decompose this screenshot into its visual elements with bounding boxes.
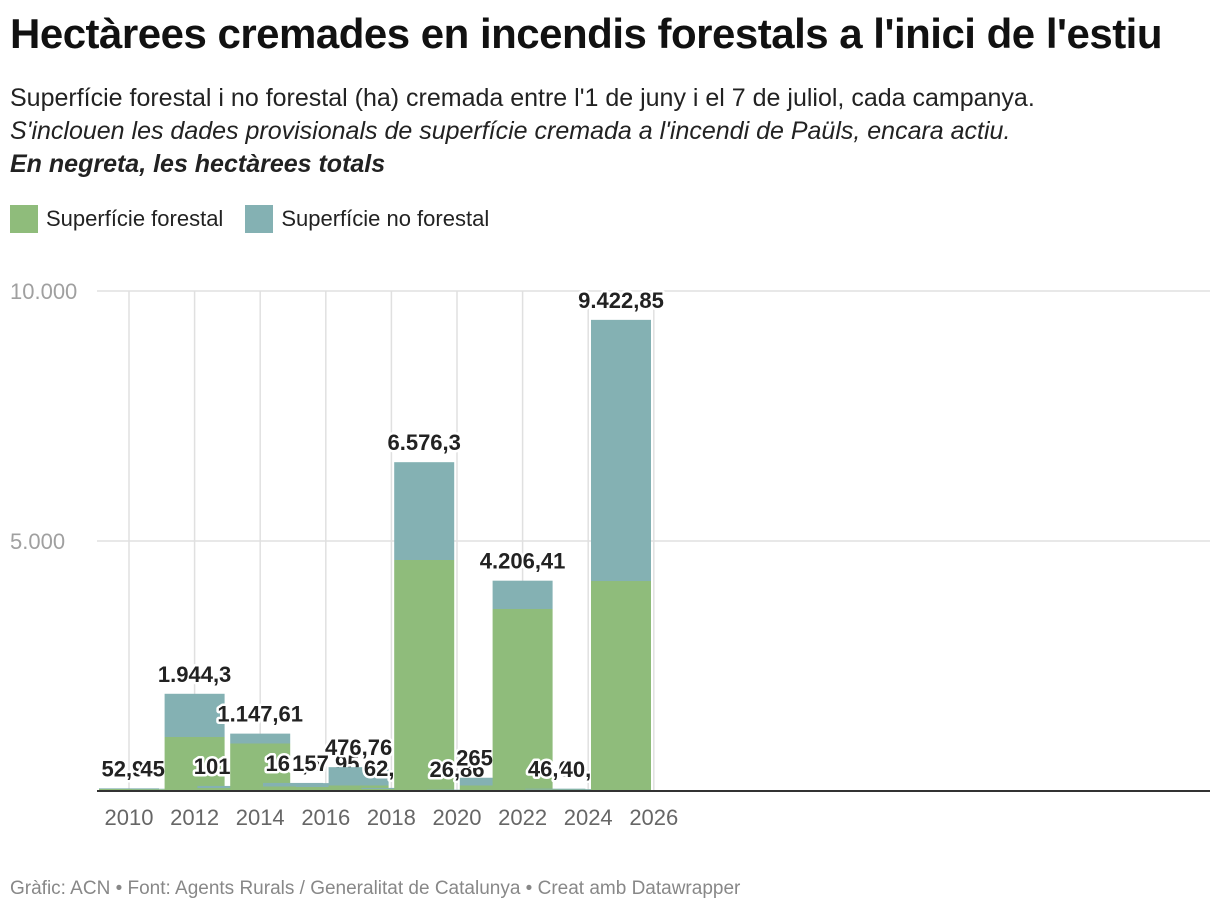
bar-no-forestal-2017 [328,767,389,786]
subtitle-line-1: Superfície forestal i no forestal (ha) c… [10,84,1035,112]
chart-title: Hectàrees cremades en incendis forestals… [10,10,1163,57]
y-tick-label: 5.000 [10,529,65,554]
bar-no-forestal-2020 [427,789,487,791]
chart-subtitle: Superfície forestal i no forestal (ha) c… [10,82,1035,181]
bar-no-forestal-2019 [394,462,455,560]
legend-item-forestal: Superfície forestal [10,205,223,233]
total-label-2012: 1.944,3 [158,662,231,687]
bar-no-forestal-2023 [525,788,586,790]
subtitle-line-2: S'inclouen les dades provisionals de sup… [10,117,1011,145]
x-tick-label: 2026 [629,805,678,830]
total-label-2025: 9.422,85 [578,288,664,313]
bar-forestal-2012 [164,737,225,791]
total-label-2022: 4.206,41 [480,549,566,574]
bar-no-forestal-2013 [197,785,258,788]
legend-swatch-forestal [10,205,38,233]
bar-no-forestal-2021 [459,777,520,786]
total-label-2017: 476,76 [325,735,392,760]
bar-no-forestal-2015 [263,782,323,787]
legend-item-no-forestal: Superfície no forestal [245,205,489,233]
y-tick-label: 10.000 [10,279,77,304]
x-tick-label: 2012 [170,805,219,830]
bar-forestal-2013 [197,788,258,791]
total-label-2023: 46,61 [528,757,583,782]
bar-forestal-2015 [263,786,323,791]
x-tick-label: 2010 [105,805,154,830]
bar-no-forestal-2012 [164,693,225,737]
bar-no-forestal-2018 [361,787,422,789]
total-label-2015: 161,5 [265,751,320,776]
total-label-2014: 1.147,61 [217,702,303,727]
bar-forestal-2022 [492,609,553,791]
bar-forestal-2016 [295,787,356,791]
bar-forestal-2019 [394,560,455,791]
legend-label-forestal: Superfície forestal [46,206,224,231]
x-tick-label: 2018 [367,805,416,830]
legend-swatch-no-forestal [245,205,274,233]
bar-no-forestal-2016 [295,783,356,787]
footer-credits: Gràfic: ACN • Font: Agents Rurals / Gene… [10,878,741,899]
bar-no-forestal-2022 [492,580,553,609]
x-tick-label: 2020 [433,805,482,830]
x-tick-label: 2016 [301,805,350,830]
subtitle-line-3: En negreta, les hectàrees totals [10,150,386,178]
bar-no-forestal-2024 [558,788,619,790]
bar-no-forestal-2010 [99,788,159,789]
total-label-2019: 6.576,3 [387,430,460,455]
bar-no-forestal-2025 [591,319,651,581]
bar-no-forestal-2011 [131,788,192,790]
total-label-2010: 52,95 [101,756,156,781]
bar-forestal-2017 [328,785,389,791]
legend: Superfície forestal Superfície no forest… [10,205,511,233]
x-tick-label: 2022 [498,805,547,830]
bar-no-forestal-2014 [230,733,291,744]
x-tick-label: 2024 [564,805,613,830]
bar-forestal-2021 [459,785,520,791]
bar-forestal-2025 [591,581,651,791]
x-tick-label: 2014 [236,805,285,830]
legend-label-no-forestal: Superfície no forestal [281,206,490,231]
